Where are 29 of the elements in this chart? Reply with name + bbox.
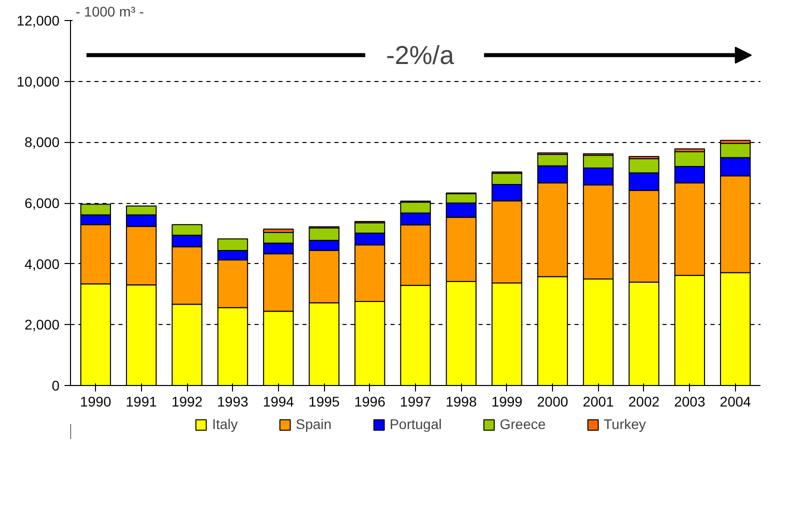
x-tick-label: 1999 [491,394,523,410]
y-tick-label: 4,000 [24,256,60,272]
x-tick-label: 1991 [126,394,158,410]
y-tick-label: 12,000 [16,12,60,28]
x-tick-label: 1995 [308,394,340,410]
legend-label: Turkey [604,416,646,432]
x-tick-label: 1996 [354,394,386,410]
y-tick-label: 10,000 [16,73,60,90]
x-tick-label: 1998 [446,394,477,410]
legend-label: Italy [212,416,238,432]
x-tick-label: 1997 [400,394,432,410]
y-tick-label: 6,000 [24,195,60,211]
y-tick-label: 2,000 [24,316,60,333]
x-tick-label: 2001 [582,394,614,410]
legend-label: Portugal [390,416,442,432]
x-tick-label: 2002 [628,394,660,410]
legend-label: Greece [500,416,546,432]
y-tick-label: 8,000 [24,134,60,150]
y-axis-title: - 1000 m³ - [76,4,144,20]
y-tick-label: 0 [52,378,60,394]
x-tick-label: 1992 [171,394,203,410]
x-tick-label: 2004 [720,394,752,410]
x-tick-label: 2003 [674,394,706,410]
x-tick-label: 1994 [262,394,294,410]
legend-label: Spain [296,416,332,432]
annotation: -2%/a [386,40,455,70]
x-tick-label: 1990 [80,394,112,410]
x-tick-label: 2000 [537,394,568,410]
x-tick-label: 1993 [217,394,249,410]
